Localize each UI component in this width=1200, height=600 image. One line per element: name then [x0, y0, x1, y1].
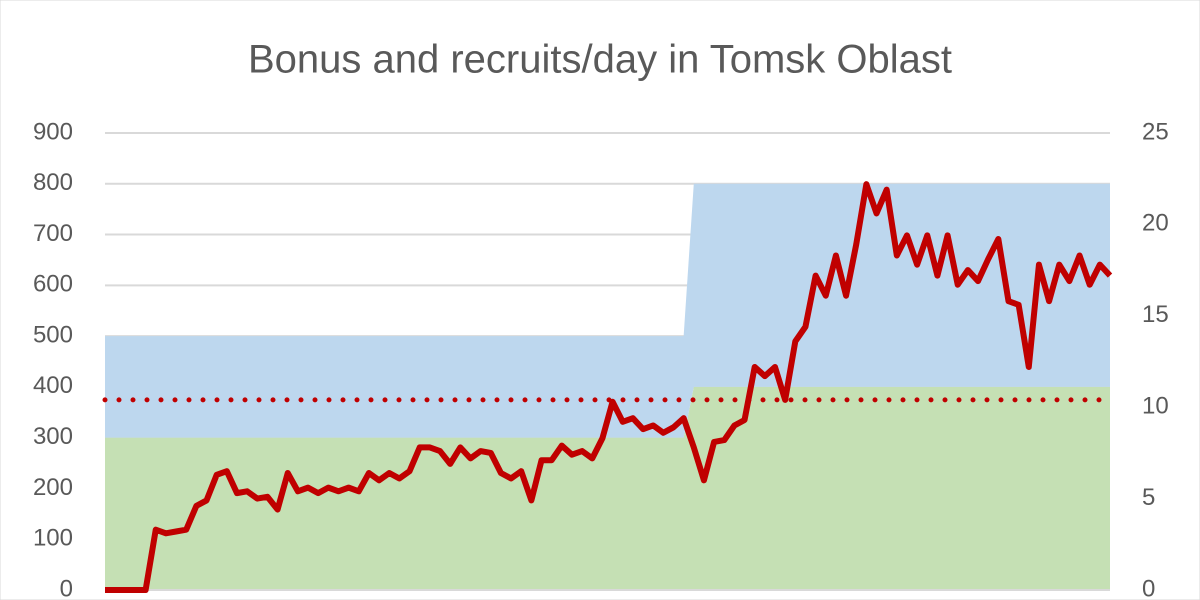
y-tick-label: 800	[33, 169, 73, 196]
data-line	[105, 181, 1113, 593]
y2-tick-label: 5	[1142, 484, 1155, 511]
y-tick-label: 700	[33, 220, 73, 247]
y-tick-label: 0	[60, 575, 73, 600]
y2-tick-label: 20	[1142, 210, 1169, 237]
y2-tick-label: 15	[1142, 301, 1169, 328]
y-tick-label: 900	[33, 118, 73, 145]
y2-tick-label: 25	[1142, 118, 1169, 145]
y2-tick-label: 10	[1142, 393, 1169, 420]
y2-tick-label: 0	[1142, 575, 1155, 600]
y-tick-label: 500	[33, 321, 73, 348]
y-tick-label: 400	[33, 372, 73, 399]
y-tick-label: 100	[33, 525, 73, 552]
stacked-area	[105, 183, 1110, 438]
y-tick-label: 300	[33, 423, 73, 450]
y-tick-label: 200	[33, 474, 73, 501]
chart-title: Bonus and recruits/day in Tomsk Oblast	[248, 38, 952, 82]
y-tick-label: 600	[33, 271, 73, 298]
